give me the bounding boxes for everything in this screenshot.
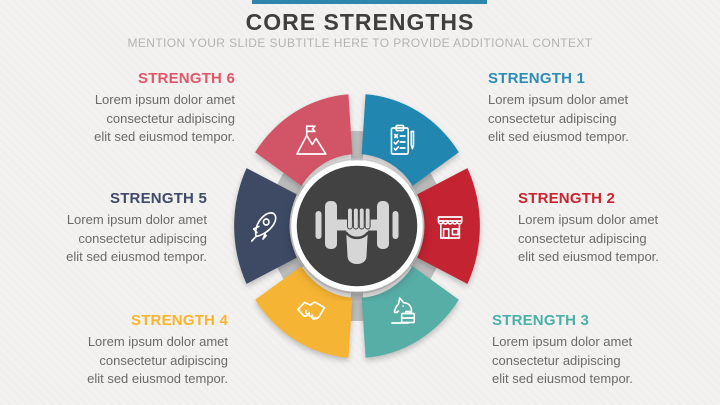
segment-strength-1[interactable]: [361, 94, 459, 186]
strength-5-body: Lorem ipsum dolor amet consectetur adipi…: [66, 212, 207, 264]
strength-3-body: Lorem ipsum dolor amet consectetur adipi…: [492, 334, 633, 386]
slide-title: CORE STRENGTHS: [245, 9, 475, 35]
strength-6-block: STRENGTH 6 Lorem ipsum dolor amet consec…: [90, 70, 235, 147]
strength-1-block: STRENGTH 1 Lorem ipsum dolor amet consec…: [488, 70, 633, 147]
slide-subtitle: MENTION YOUR SLIDE SUBTITLE HERE TO PROV…: [127, 36, 593, 50]
strength-5-block: STRENGTH 5 Lorem ipsum dolor amet consec…: [62, 190, 207, 267]
title-accent-bar: [252, 0, 487, 4]
strength-2-body: Lorem ipsum dolor amet consectetur adipi…: [518, 212, 659, 264]
strength-6-label: STRENGTH 6: [137, 70, 235, 87]
rocket-icon: [251, 212, 277, 242]
strength-4-body: Lorem ipsum dolor amet consectetur adipi…: [87, 334, 228, 386]
checklist-icon: [390, 124, 415, 155]
handshake-icon: [297, 301, 326, 320]
strength-1-label: STRENGTH 1: [488, 70, 586, 87]
strength-3-block: STRENGTH 3 Lorem ipsum dolor amet consec…: [492, 312, 637, 389]
segment-strength-4[interactable]: [255, 266, 353, 358]
strength-4-block: STRENGTH 4 Lorem ipsum dolor amet consec…: [83, 312, 228, 389]
strength-3-label: STRENGTH 3: [492, 312, 590, 329]
strength-4-label: STRENGTH 4: [130, 312, 228, 329]
store-icon: [437, 216, 463, 239]
chess-knight-briefcase-icon: [391, 297, 416, 324]
strength-1-body: Lorem ipsum dolor amet consectetur adipi…: [488, 92, 629, 144]
strength-2-block: STRENGTH 2 Lorem ipsum dolor amet consec…: [518, 190, 663, 267]
segment-strength-5[interactable]: [234, 168, 297, 284]
segment-strength-2[interactable]: [417, 168, 480, 284]
strength-5-label: STRENGTH 5: [109, 190, 207, 207]
mountain-flag-icon: [296, 125, 327, 155]
fist-holding-dumbbell-icon: [315, 201, 399, 264]
wheel-center-hub: [289, 158, 425, 294]
strength-2-label: STRENGTH 2: [518, 190, 616, 207]
strength-6-body: Lorem ipsum dolor amet consectetur adipi…: [94, 92, 235, 144]
